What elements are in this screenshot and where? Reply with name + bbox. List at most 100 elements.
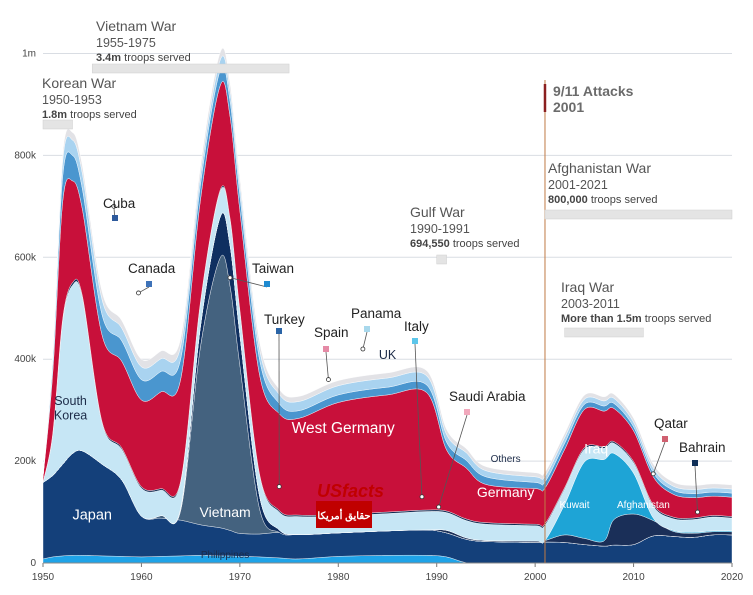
watermark-brand: USfacts bbox=[317, 481, 384, 501]
series-area-outline bbox=[42, 48, 733, 490]
area-label: France bbox=[137, 295, 166, 329]
y-tick-label: 0 bbox=[30, 558, 36, 569]
watermark-arabic: حقايق أمريكا bbox=[317, 509, 370, 522]
annotation-band bbox=[436, 254, 447, 265]
annotation-detail-value: 800,000 bbox=[548, 194, 588, 206]
leader-line bbox=[438, 414, 468, 508]
leader-dot bbox=[650, 471, 656, 477]
usfacts-watermark: USfacts حقايق أمريكا bbox=[316, 481, 384, 528]
axes: 0 200k 400k 600k 800k 1m 1950 1960 1970 1980 1990 2… bbox=[14, 48, 743, 583]
annotation-title: Gulf War bbox=[410, 204, 465, 220]
country-label: Panama bbox=[351, 306, 402, 321]
country-marker bbox=[112, 215, 118, 221]
country-label: Saudi Arabia bbox=[449, 389, 526, 404]
annotation-detail-value: More than 1.5m bbox=[561, 313, 642, 325]
area-label: Vietnam bbox=[200, 504, 251, 520]
country-marker bbox=[276, 328, 282, 334]
leader-line bbox=[652, 441, 666, 474]
annotation-years: 1955-1975 bbox=[96, 36, 156, 50]
country-marker bbox=[412, 338, 418, 344]
leader-dot bbox=[360, 346, 366, 352]
area-label-line: Iraq bbox=[584, 440, 608, 456]
area-label-line: Germany bbox=[477, 484, 535, 500]
area-label: West Germany bbox=[292, 420, 395, 437]
area-label: UK bbox=[379, 348, 397, 362]
annotation-detail: More than 1.5m troops served bbox=[561, 313, 711, 325]
annotation-detail-unit: troops served bbox=[588, 194, 658, 206]
y-tick-label: 400k bbox=[14, 354, 37, 365]
leader-line bbox=[362, 331, 368, 350]
leader-dot bbox=[695, 509, 700, 515]
annotation-detail-unit: troops served bbox=[450, 238, 520, 250]
y-tick-label: 600k bbox=[14, 252, 37, 263]
annotation-years: 1990-1991 bbox=[410, 222, 470, 236]
country-label: Cuba bbox=[103, 196, 136, 211]
annotation-detail-unit: troops served bbox=[642, 313, 712, 325]
x-tick-label: 2020 bbox=[721, 572, 744, 583]
area-label-line: Philippines bbox=[201, 550, 249, 561]
country-marker bbox=[662, 436, 668, 442]
annotation-detail-unit: troops served bbox=[121, 52, 191, 64]
area-label: Japan bbox=[72, 508, 112, 524]
area-label: Philippines bbox=[201, 550, 249, 561]
area-label-line: UK bbox=[379, 348, 397, 362]
leader-line bbox=[414, 343, 423, 497]
leader-line bbox=[694, 465, 698, 513]
x-tick-label: 1970 bbox=[229, 572, 252, 583]
annotation-title: Iraq War bbox=[561, 279, 614, 295]
leader-dot bbox=[276, 484, 282, 489]
country-label: Turkey bbox=[264, 312, 305, 327]
country-marker bbox=[323, 346, 329, 352]
area-label-line: Others bbox=[491, 454, 521, 465]
area-label: Iraq bbox=[584, 440, 608, 456]
area-label-line: Kuwait bbox=[560, 500, 590, 511]
area-label-line: West Germany bbox=[292, 420, 395, 437]
x-tick-label: 2000 bbox=[524, 572, 547, 583]
annotation-detail-value: 3.4m bbox=[96, 52, 121, 64]
annotation-band bbox=[42, 119, 73, 130]
leader-dot bbox=[111, 203, 117, 209]
country-marker bbox=[692, 460, 698, 466]
country-marker bbox=[464, 409, 470, 415]
area-label-line: Vietnam bbox=[200, 504, 251, 520]
annotation-detail: 694,550 troops served bbox=[410, 238, 519, 250]
leader-dot bbox=[419, 494, 425, 500]
y-tick-label: 200k bbox=[14, 456, 37, 467]
country-label: Canada bbox=[128, 261, 176, 276]
area-label: Others bbox=[491, 454, 521, 465]
area-label: Kuwait bbox=[560, 500, 590, 511]
country-label: Taiwan bbox=[252, 261, 294, 276]
y-tick-label: 1m bbox=[22, 48, 36, 59]
country-marker bbox=[264, 281, 270, 287]
leader-dot bbox=[436, 504, 442, 510]
x-tick-label: 1950 bbox=[32, 572, 55, 583]
annotation-title: Afghanistan War bbox=[548, 160, 651, 176]
country-marker bbox=[364, 326, 370, 332]
leader-dot bbox=[227, 275, 233, 281]
country-label: Italy bbox=[404, 319, 429, 334]
x-tick-label: 1980 bbox=[327, 572, 350, 583]
area-label-line: Korea bbox=[54, 409, 87, 423]
watermark-box bbox=[316, 501, 372, 528]
leader-line bbox=[325, 351, 329, 380]
event-year: 2001 bbox=[553, 99, 584, 115]
annotation-years: 2003-2011 bbox=[561, 297, 620, 311]
annotation-detail: 3.4m troops served bbox=[96, 52, 191, 64]
annotation-detail: 1.8m troops served bbox=[42, 109, 137, 121]
area-label-line: France bbox=[137, 295, 166, 329]
area-label: South Korea bbox=[54, 394, 87, 423]
annotation-detail-unit: troops served bbox=[67, 109, 137, 121]
annotation-band bbox=[544, 209, 733, 220]
annotation-years: 1950-1953 bbox=[42, 93, 102, 107]
annotation-title: Korean War bbox=[42, 75, 117, 91]
leader-dot bbox=[326, 377, 331, 382]
area-label: Afghanistan bbox=[617, 500, 670, 511]
x-tick-label: 1990 bbox=[426, 572, 449, 583]
annotation-title: Vietnam War bbox=[96, 18, 176, 34]
annotation-years: 2001-2021 bbox=[548, 178, 608, 192]
area-label-line: Afghanistan bbox=[617, 500, 670, 511]
annotation-detail-value: 1.8m bbox=[42, 109, 67, 121]
